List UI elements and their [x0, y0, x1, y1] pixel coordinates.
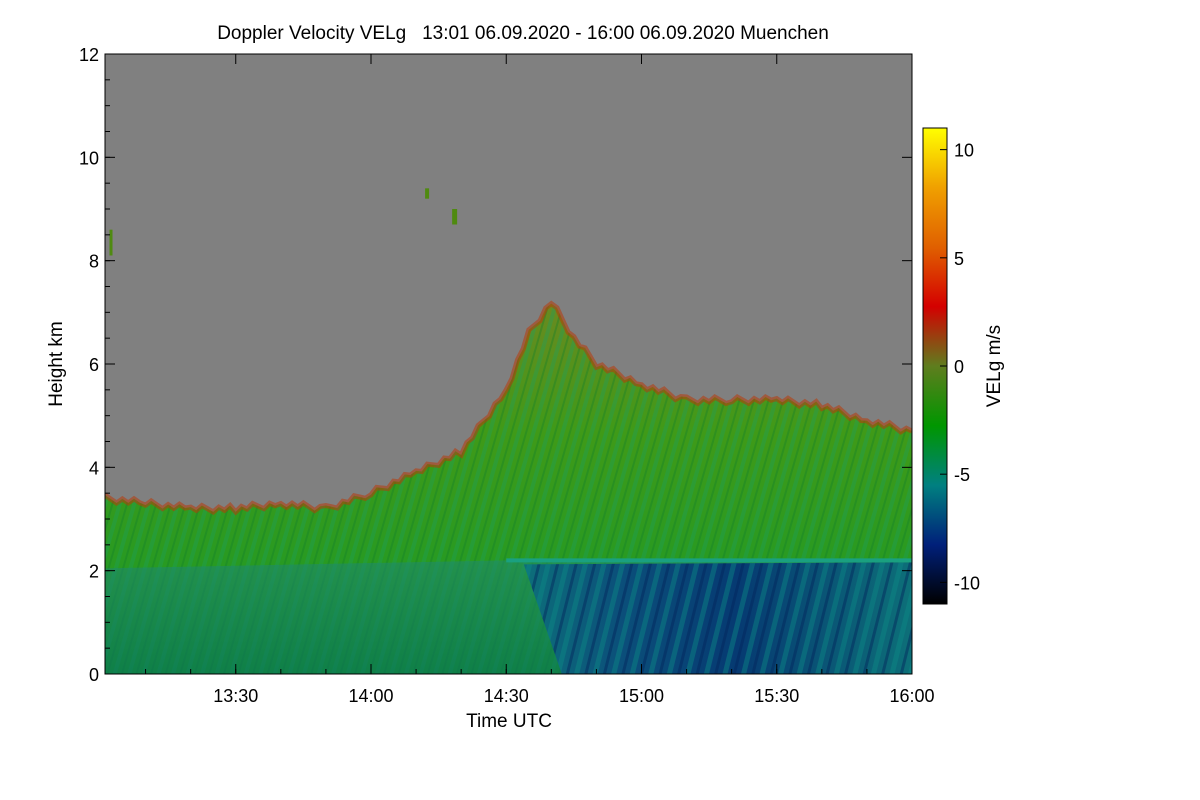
y-tick-label: 4 [89, 458, 99, 478]
downdraft-fallstreaks [523, 562, 912, 674]
x-tick-label: 14:00 [348, 686, 393, 706]
colorbar-ticks: 10 5 0 -5 -10 [940, 141, 980, 593]
x-axis-label: Time UTC [466, 711, 552, 732]
y-tick-label: 8 [89, 252, 99, 272]
isolated-echoes [109, 188, 458, 256]
x-tick-label: 16:00 [889, 686, 934, 706]
y-tick-label: 12 [79, 45, 99, 65]
y-axis-label: Height km [46, 321, 67, 407]
y-tick-label: 0 [89, 665, 99, 685]
plot-area [105, 54, 912, 674]
colorbar-tick-label: 0 [954, 357, 964, 377]
isolated-echo [109, 229, 113, 256]
colorbar-label: VELg m/s [984, 325, 1005, 407]
x-tick-label: 14:30 [484, 686, 529, 706]
echo-top-updraft-edge [105, 300, 912, 516]
x-tick-label: 15:00 [619, 686, 664, 706]
x-tick-label: 13:30 [213, 686, 258, 706]
y-axis-ticks: 0 2 4 6 8 10 12 [79, 45, 912, 685]
x-tick-label: 15:30 [754, 686, 799, 706]
y-tick-label: 6 [89, 355, 99, 375]
isolated-echo [425, 188, 430, 199]
chart-title: Doppler Velocity VELg 13:01 06.09.2020 -… [217, 23, 829, 44]
colorbar-tick-label: -10 [954, 573, 980, 593]
y-tick-label: 10 [79, 148, 99, 168]
colorbar-tick-label: 10 [954, 141, 974, 161]
colorbar-tick-label: -5 [954, 465, 970, 485]
y-tick-label: 2 [89, 562, 99, 582]
x-axis-ticks: 13:30 14:00 14:30 15:00 15:30 16:00 [145, 54, 935, 706]
isolated-echo [452, 209, 458, 225]
colorbar-tick-label: 5 [954, 249, 964, 269]
